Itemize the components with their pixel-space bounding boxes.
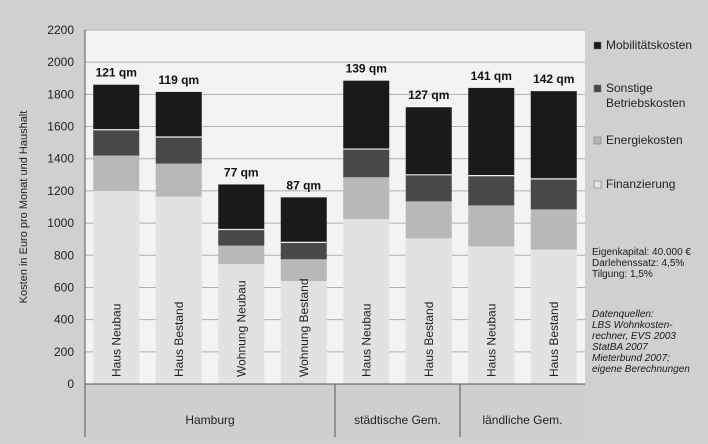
- bar-labels: 121 qm Haus Neubau 119 qm Haus Bestand 77 qm…: [96, 62, 575, 377]
- legend: Mobilitätskosten Sonstige Betriebskosten En…: [593, 38, 692, 191]
- legend-entry: Mobilitätskosten: [606, 38, 692, 52]
- y-tick-label: 0: [67, 377, 74, 391]
- bar-segment: [343, 219, 390, 384]
- bar-segment: [530, 178, 577, 210]
- bar-segment: [468, 87, 515, 176]
- y-tick-label: 1800: [47, 87, 74, 101]
- y-tick-label: 1400: [47, 152, 74, 166]
- size-label: 77 qm: [224, 165, 259, 179]
- category-label: Haus Bestand: [422, 302, 436, 377]
- bar-segment: [93, 155, 140, 191]
- legend-entry: Energiekosten: [606, 133, 683, 147]
- axes: 0 200 400 600 800 1000 1200 1400 1600 1800 2000 220…: [18, 23, 585, 437]
- category-label: Wohnung Bestand: [297, 278, 311, 377]
- bars: [93, 80, 577, 384]
- category-label: Haus Neubau: [484, 304, 498, 377]
- bar-segment: [218, 184, 265, 230]
- legend-entry: Sonstige Betriebskosten: [606, 81, 685, 110]
- legend-swatch: [593, 136, 602, 145]
- bar-segment: [405, 238, 452, 384]
- bar-segment: [155, 137, 202, 164]
- category-label: Haus Neubau: [109, 304, 123, 377]
- bar-segment: [343, 149, 390, 178]
- category-label: Haus Bestand: [547, 302, 561, 377]
- y-tick-label: 1600: [47, 120, 74, 134]
- size-label: 142 qm: [533, 72, 574, 86]
- bar-segment: [280, 197, 327, 243]
- bar-segment: [280, 281, 327, 384]
- bar-segment: [93, 190, 140, 384]
- bar-segment: [280, 242, 327, 260]
- group-label: Hamburg: [185, 413, 234, 427]
- y-tick-label: 1000: [47, 216, 74, 230]
- y-tick-label: 600: [54, 280, 74, 294]
- bar-segment: [405, 201, 452, 239]
- bar-segment: [93, 84, 140, 130]
- category-label: Haus Neubau: [359, 304, 373, 377]
- legend-swatch: [593, 84, 602, 93]
- bar-segment: [530, 91, 577, 179]
- size-label: 121 qm: [96, 66, 137, 80]
- group-label: städtische Gem.: [354, 413, 441, 427]
- y-tick-label: 2000: [47, 55, 74, 69]
- category-label: Haus Bestand: [172, 302, 186, 377]
- bar-segment: [155, 91, 202, 138]
- bar-segment: [468, 205, 515, 247]
- bar-segment: [468, 175, 515, 206]
- bar-segment: [155, 196, 202, 384]
- y-tick-label: 200: [54, 345, 74, 359]
- bar-segment: [530, 249, 577, 384]
- assumptions-note: Eigenkapital: 40.000 € Darlehenssatz: 4,…: [592, 247, 691, 280]
- bar-segment: [530, 209, 577, 250]
- size-label: 139 qm: [346, 62, 387, 76]
- y-tick-label: 400: [54, 313, 74, 327]
- size-label: 119 qm: [158, 73, 199, 87]
- legend-swatch: [593, 41, 602, 50]
- bar-segment: [93, 129, 140, 156]
- legend-swatch: [593, 180, 602, 189]
- bar-segment: [218, 229, 265, 246]
- bar-segment: [280, 259, 327, 282]
- legend-entry: Finanzierung: [606, 177, 675, 191]
- bar-segment: [155, 163, 202, 197]
- size-label: 127 qm: [408, 88, 449, 102]
- bar-segment: [343, 80, 390, 150]
- bar-segment: [405, 107, 452, 175]
- size-label: 87 qm: [286, 178, 321, 192]
- size-label: 141 qm: [471, 69, 512, 83]
- y-tick-label: 2200: [47, 23, 74, 37]
- bar-segment: [218, 245, 265, 265]
- y-axis-title: Kosten in Euro pro Monat und Haushalt: [18, 111, 30, 304]
- bar-segment: [468, 246, 515, 384]
- y-tick-label: 800: [54, 248, 74, 262]
- data-sources-note: Datenquellen: LBS Wohnkosten- rechner, E…: [592, 309, 690, 375]
- bar-segment: [218, 264, 265, 384]
- bar-segment: [343, 177, 390, 220]
- category-label: Wohnung Neubau: [234, 280, 248, 377]
- bar-segment: [405, 174, 452, 202]
- group-label: ländliche Gem.: [482, 413, 562, 427]
- y-tick-label: 1200: [47, 184, 74, 198]
